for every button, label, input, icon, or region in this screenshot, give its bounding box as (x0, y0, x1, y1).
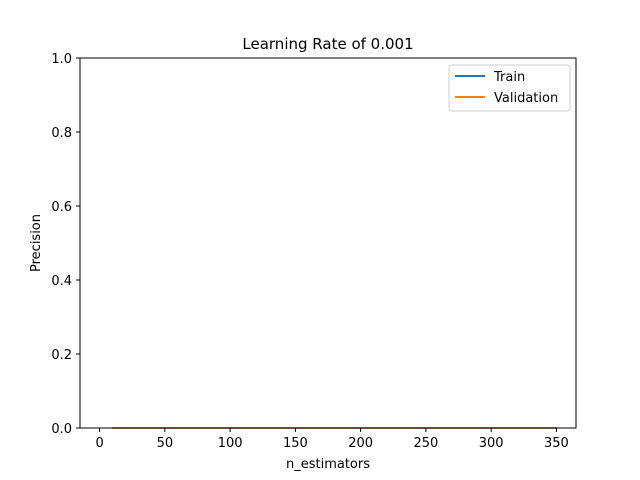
x-tick-label: 300 (479, 436, 504, 451)
plot-area-frame (79, 57, 577, 429)
x-tick-label: 200 (348, 436, 373, 451)
y-tick-label: 0.4 (51, 274, 72, 289)
legend: Train Validation (448, 64, 571, 112)
chart-title: Learning Rate of 0.001 (242, 35, 413, 53)
legend-label-train: Train (493, 70, 525, 85)
legend-label-validation: Validation (494, 91, 558, 106)
y-axis-label: Precision (29, 214, 44, 272)
y-axis-ticks: 0.0 0.2 0.4 0.6 0.8 1.0 (51, 52, 80, 437)
y-tick-label: 0.6 (51, 200, 72, 215)
y-tick-label: 0.0 (51, 422, 72, 437)
x-axis-ticks: 0 50 100 150 200 250 300 350 (95, 428, 569, 451)
y-tick-label: 0.8 (51, 126, 72, 141)
x-tick-label: 350 (544, 436, 569, 451)
y-tick-label: 0.2 (51, 348, 72, 363)
x-axis-label: n_estimators (286, 457, 370, 472)
x-tick-label: 0 (95, 436, 103, 451)
x-tick-label: 100 (218, 436, 243, 451)
x-tick-label: 250 (413, 436, 438, 451)
y-tick-label: 1.0 (51, 52, 72, 67)
x-tick-label: 150 (283, 436, 308, 451)
x-tick-label: 50 (157, 436, 174, 451)
